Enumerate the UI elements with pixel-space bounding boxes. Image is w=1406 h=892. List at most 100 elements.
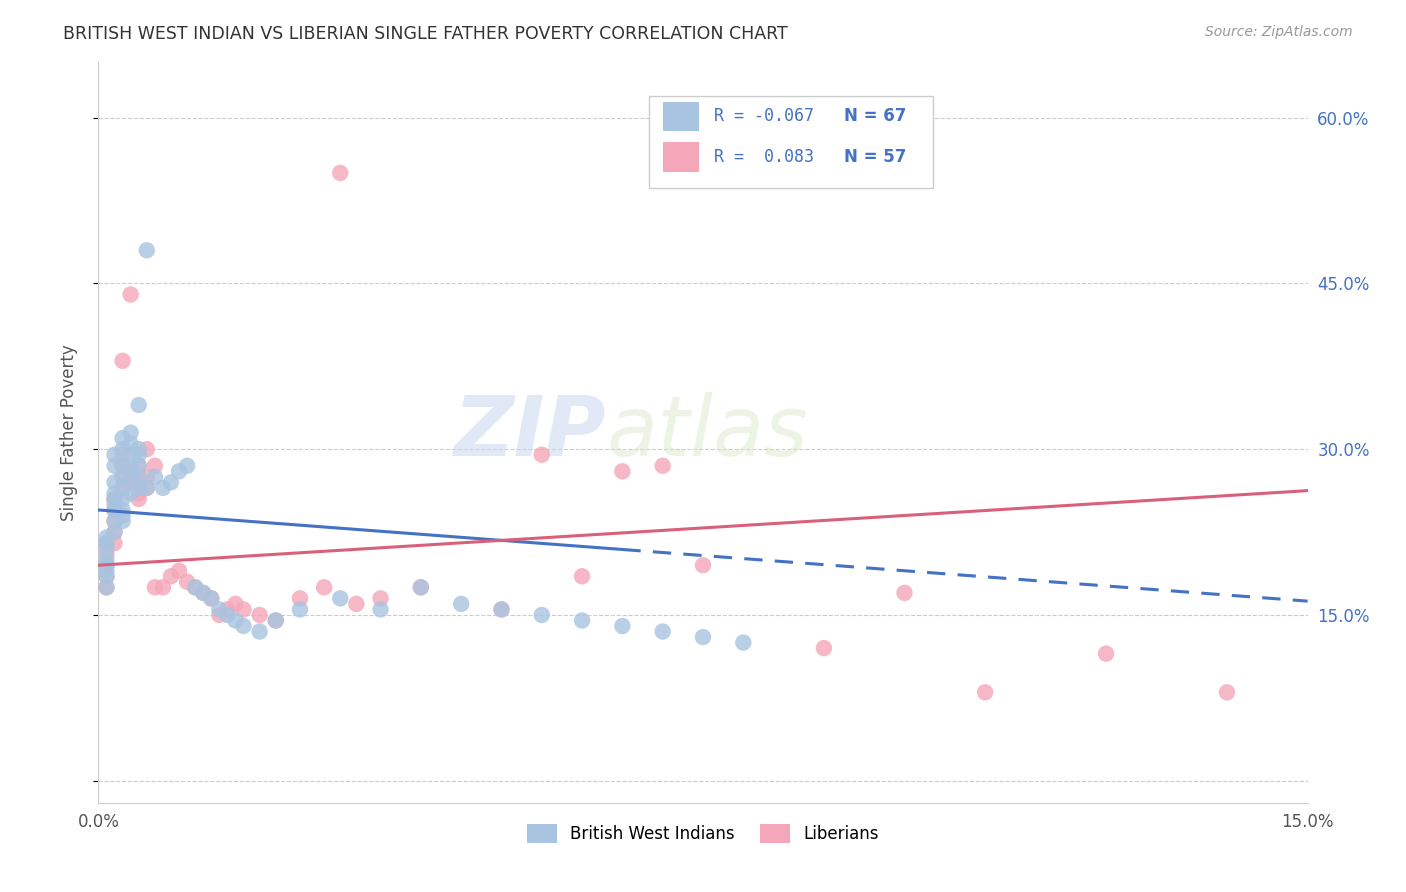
Point bbox=[692, 630, 714, 644]
Point bbox=[103, 514, 125, 528]
Legend: British West Indians, Liberians: British West Indians, Liberians bbox=[520, 817, 886, 850]
Point bbox=[692, 558, 714, 573]
Point bbox=[120, 448, 142, 462]
Point bbox=[530, 607, 553, 622]
Point bbox=[974, 685, 997, 699]
Point bbox=[651, 624, 673, 639]
Point bbox=[409, 580, 432, 594]
Point bbox=[733, 635, 755, 649]
Point bbox=[232, 619, 254, 633]
Point bbox=[120, 486, 142, 500]
Point bbox=[128, 398, 150, 412]
Point bbox=[128, 491, 150, 506]
Point bbox=[103, 503, 125, 517]
Point bbox=[217, 607, 239, 622]
Point bbox=[491, 602, 513, 616]
Text: R = -0.067: R = -0.067 bbox=[714, 108, 814, 126]
Point bbox=[329, 591, 352, 606]
Bar bbox=[664, 102, 699, 131]
Point bbox=[120, 464, 142, 478]
Point bbox=[103, 498, 125, 512]
Point bbox=[193, 586, 215, 600]
Point bbox=[224, 614, 246, 628]
Point bbox=[128, 448, 150, 462]
Point bbox=[111, 491, 134, 506]
Point bbox=[103, 491, 125, 506]
Point bbox=[288, 591, 311, 606]
Point bbox=[96, 531, 118, 545]
Point bbox=[128, 486, 150, 500]
Point bbox=[232, 602, 254, 616]
Point bbox=[103, 536, 125, 550]
Text: N = 67: N = 67 bbox=[845, 108, 907, 126]
Point bbox=[249, 607, 271, 622]
Point bbox=[96, 536, 118, 550]
Point bbox=[103, 514, 125, 528]
Point bbox=[249, 624, 271, 639]
Point bbox=[167, 464, 190, 478]
Point bbox=[135, 244, 157, 258]
Point bbox=[120, 475, 142, 490]
Point bbox=[208, 602, 231, 616]
Point bbox=[184, 580, 207, 594]
Point bbox=[120, 470, 142, 484]
Point bbox=[530, 448, 553, 462]
Point bbox=[111, 353, 134, 368]
Point bbox=[217, 602, 239, 616]
Point bbox=[370, 591, 392, 606]
Point bbox=[176, 458, 198, 473]
Point bbox=[96, 558, 118, 573]
Point bbox=[96, 541, 118, 556]
Point bbox=[135, 481, 157, 495]
Point bbox=[370, 602, 392, 616]
Point bbox=[111, 448, 134, 462]
Point bbox=[200, 591, 222, 606]
Point bbox=[176, 574, 198, 589]
Point bbox=[128, 470, 150, 484]
Point bbox=[135, 442, 157, 457]
Point bbox=[120, 425, 142, 440]
Point bbox=[103, 475, 125, 490]
Point bbox=[111, 470, 134, 484]
Y-axis label: Single Father Poverty: Single Father Poverty bbox=[59, 344, 77, 521]
Point bbox=[96, 569, 118, 583]
Point bbox=[1095, 647, 1118, 661]
Point bbox=[128, 458, 150, 473]
Point bbox=[135, 481, 157, 495]
Bar bbox=[664, 143, 699, 172]
Point bbox=[167, 564, 190, 578]
Point bbox=[224, 597, 246, 611]
Point bbox=[96, 552, 118, 566]
Point bbox=[160, 569, 183, 583]
Point bbox=[128, 481, 150, 495]
Point bbox=[450, 597, 472, 611]
Point bbox=[111, 431, 134, 445]
Point bbox=[152, 580, 174, 594]
Point bbox=[96, 580, 118, 594]
Text: R =  0.083: R = 0.083 bbox=[714, 148, 814, 166]
Point bbox=[128, 475, 150, 490]
Point bbox=[111, 481, 134, 495]
Point bbox=[571, 614, 593, 628]
Point bbox=[96, 558, 118, 573]
Point bbox=[111, 470, 134, 484]
Point bbox=[143, 470, 166, 484]
Point bbox=[152, 481, 174, 495]
Point bbox=[111, 458, 134, 473]
Point bbox=[409, 580, 432, 594]
FancyBboxPatch shape bbox=[648, 95, 932, 188]
Point bbox=[96, 564, 118, 578]
Point bbox=[111, 508, 134, 523]
Point bbox=[111, 503, 134, 517]
Point bbox=[120, 287, 142, 301]
Point bbox=[893, 586, 915, 600]
Text: ZIP: ZIP bbox=[454, 392, 606, 473]
Point bbox=[651, 458, 673, 473]
Text: atlas: atlas bbox=[606, 392, 808, 473]
Point bbox=[264, 614, 287, 628]
Point bbox=[128, 442, 150, 457]
Point bbox=[96, 569, 118, 583]
Point bbox=[103, 448, 125, 462]
Point bbox=[208, 607, 231, 622]
Point bbox=[120, 458, 142, 473]
